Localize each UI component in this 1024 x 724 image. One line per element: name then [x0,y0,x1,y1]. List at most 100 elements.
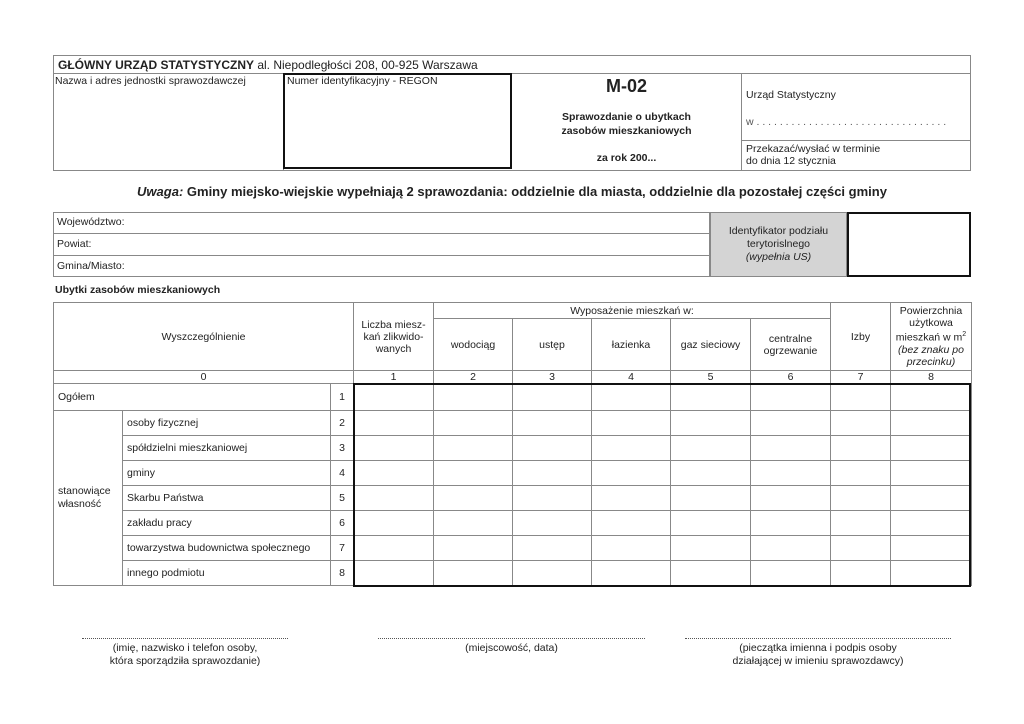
input-cell[interactable] [591,383,671,411]
input-cell[interactable] [512,510,592,536]
territorial-id-field[interactable] [847,212,971,277]
input-cell[interactable] [830,560,891,586]
table-title: Ubytki zasobów mieszkaniowych [55,284,221,296]
regon-field[interactable] [283,73,512,169]
input-cell[interactable] [750,485,831,511]
input-cell[interactable] [591,460,671,486]
input-cell[interactable] [433,485,513,511]
input-cell[interactable] [830,460,891,486]
input-cell[interactable] [591,410,671,436]
row-label: Skarbu Państwa [122,485,331,511]
input-cell[interactable] [750,560,831,586]
input-cell[interactable] [433,383,513,411]
row-number: 5 [330,485,354,511]
input-cell[interactable] [353,410,434,436]
signature-line-place-date[interactable] [378,630,645,639]
input-cell[interactable] [433,560,513,586]
input-cell[interactable] [591,560,671,586]
note: Uwaga: Gminy miejsko-wiejskie wypełniają… [137,184,887,199]
col-6-header: centralne ogrzewanie [750,318,831,371]
input-cell[interactable] [512,485,592,511]
table-row: gminy 4 [54,460,972,486]
row-label: Ogółem [53,383,331,411]
input-cell[interactable] [750,383,831,411]
input-cell[interactable] [670,535,751,561]
input-cell[interactable] [353,383,434,411]
input-cell[interactable] [433,460,513,486]
input-cell[interactable] [890,410,972,436]
input-cell[interactable] [591,485,671,511]
input-cell[interactable] [353,535,434,561]
signature-caption: (pieczątka imienna i podpis osoby działaj… [732,642,904,667]
county-field[interactable]: Powiat: [53,233,710,255]
input-cell[interactable] [670,410,751,436]
input-cell[interactable] [830,435,891,461]
input-cell[interactable] [433,535,513,561]
input-cell[interactable] [750,410,831,436]
input-cell[interactable] [670,560,751,586]
input-cell[interactable] [512,535,592,561]
input-cell[interactable] [890,485,972,511]
input-cell[interactable] [670,435,751,461]
input-cell[interactable] [830,485,891,511]
voivodeship-field[interactable]: Województwo: [57,216,125,228]
input-cell[interactable] [433,410,513,436]
input-cell[interactable] [830,410,891,436]
row-number: 1 [330,383,354,411]
group-label: stanowiące własność [53,410,123,586]
input-cell[interactable] [353,435,434,461]
col-number: 1 [353,370,434,384]
signature-line-stamp[interactable] [685,630,951,639]
input-cell[interactable] [670,460,751,486]
row-label: innego podmiotu [122,560,331,586]
input-cell[interactable] [750,535,831,561]
input-cell[interactable] [890,510,972,536]
input-cell[interactable] [890,560,972,586]
input-cell[interactable] [512,460,592,486]
input-cell[interactable] [670,485,751,511]
col-number: 3 [512,370,592,384]
table-row: spółdzielni mieszkaniowej 3 [54,435,972,461]
input-cell[interactable] [353,510,434,536]
input-cell[interactable] [670,510,751,536]
input-cell[interactable] [830,383,891,411]
signature-caption: (imię, nazwisko i telefon osoby, która sp… [109,642,261,667]
input-cell[interactable] [353,460,434,486]
input-cell[interactable] [750,435,831,461]
col-4-header: łazienka [591,318,671,371]
table-row: zakładu pracy 6 [54,510,972,536]
input-cell[interactable] [591,435,671,461]
input-cell[interactable] [512,383,592,411]
input-cell[interactable] [890,435,972,461]
input-cell[interactable] [830,510,891,536]
us-label: Urząd Statystyczny [746,89,836,101]
signature-caption: (miejscowość, data) [465,642,558,654]
input-cell[interactable] [670,383,751,411]
us-location-field[interactable]: w . . . . . . . . . . . . . . . . . . . … [746,116,947,128]
col-1-header: Liczba miesz-kań zlikwido-wanych [353,302,434,371]
row-number: 7 [330,535,354,561]
input-cell[interactable] [512,560,592,586]
input-cell[interactable] [591,535,671,561]
input-cell[interactable] [890,535,972,561]
input-cell[interactable] [353,485,434,511]
input-cell[interactable] [433,510,513,536]
input-cell[interactable] [591,510,671,536]
input-cell[interactable] [512,410,592,436]
row-label: spółdzielni mieszkaniowej [122,435,331,461]
signature-line-preparer[interactable] [82,630,288,639]
input-cell[interactable] [750,460,831,486]
territorial-id-label: Identyfikator podziału terytorislnego (wyp… [710,212,847,277]
input-cell[interactable] [750,510,831,536]
input-cell[interactable] [433,435,513,461]
deadline: Przekazać/wysłać w terminie do dnia 12 st… [746,143,881,167]
row-number: 6 [330,510,354,536]
input-cell[interactable] [890,460,972,486]
input-cell[interactable] [830,535,891,561]
row-label: zakładu pracy [122,510,331,536]
municipality-field[interactable]: Gmina/Miasto: [53,255,710,277]
row-label: gminy [122,460,331,486]
input-cell[interactable] [512,435,592,461]
input-cell[interactable] [890,383,972,411]
input-cell[interactable] [353,560,434,586]
